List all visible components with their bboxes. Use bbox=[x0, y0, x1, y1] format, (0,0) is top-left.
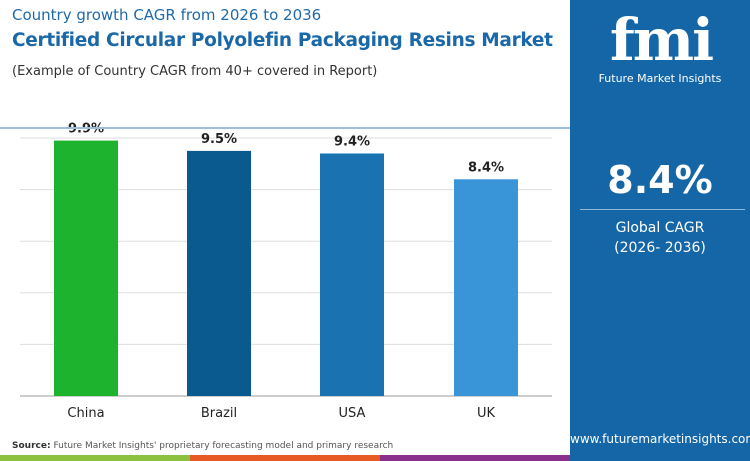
panel-divider bbox=[580, 209, 745, 210]
chart-title: Certified Circular Polyolefin Packaging … bbox=[12, 30, 553, 51]
bar-usa bbox=[320, 153, 384, 396]
source-text: Future Market Insights' proprietary fore… bbox=[53, 441, 394, 451]
source-label: Source: bbox=[12, 441, 51, 451]
logo-text: Future Market Insights bbox=[598, 72, 722, 85]
chart-subtitle: Country growth CAGR from 2026 to 2036 bbox=[12, 6, 322, 24]
source-note: Source: Future Market Insights' propriet… bbox=[12, 441, 393, 451]
stripe-3 bbox=[380, 455, 570, 461]
website-link[interactable]: www.futuremarketinsights.com bbox=[570, 432, 750, 446]
x-tick-label: China bbox=[67, 406, 104, 421]
bar-brazil bbox=[187, 150, 251, 396]
data-label: 9.4% bbox=[334, 134, 370, 149]
global-cagr-value: 8.4% bbox=[607, 158, 713, 202]
x-tick-label: Brazil bbox=[201, 406, 237, 421]
chart-note: (Example of Country CAGR from 40+ covere… bbox=[12, 64, 378, 79]
global-cagr-title: Global CAGR bbox=[615, 220, 705, 236]
bar-china bbox=[54, 140, 118, 396]
fmi-logo: fmi bbox=[609, 6, 714, 74]
global-cagr-period: (2026- 2036) bbox=[614, 240, 706, 256]
global-cagr-label: Global CAGR (2026- 2036) bbox=[570, 218, 750, 258]
bar-chart: 9.9% China 9.5% Brazil 9.4% USA 8.4% UK bbox=[20, 122, 552, 421]
header-divider bbox=[0, 127, 570, 129]
data-label: 8.4% bbox=[468, 160, 504, 175]
stripe-1 bbox=[0, 455, 190, 461]
bar-uk bbox=[454, 179, 518, 396]
side-panel bbox=[570, 0, 750, 461]
data-label: 9.9% bbox=[68, 122, 104, 137]
stripe-2 bbox=[190, 455, 380, 461]
x-tick-label: UK bbox=[477, 406, 496, 421]
data-label: 9.5% bbox=[201, 132, 237, 147]
x-tick-label: USA bbox=[339, 406, 366, 421]
